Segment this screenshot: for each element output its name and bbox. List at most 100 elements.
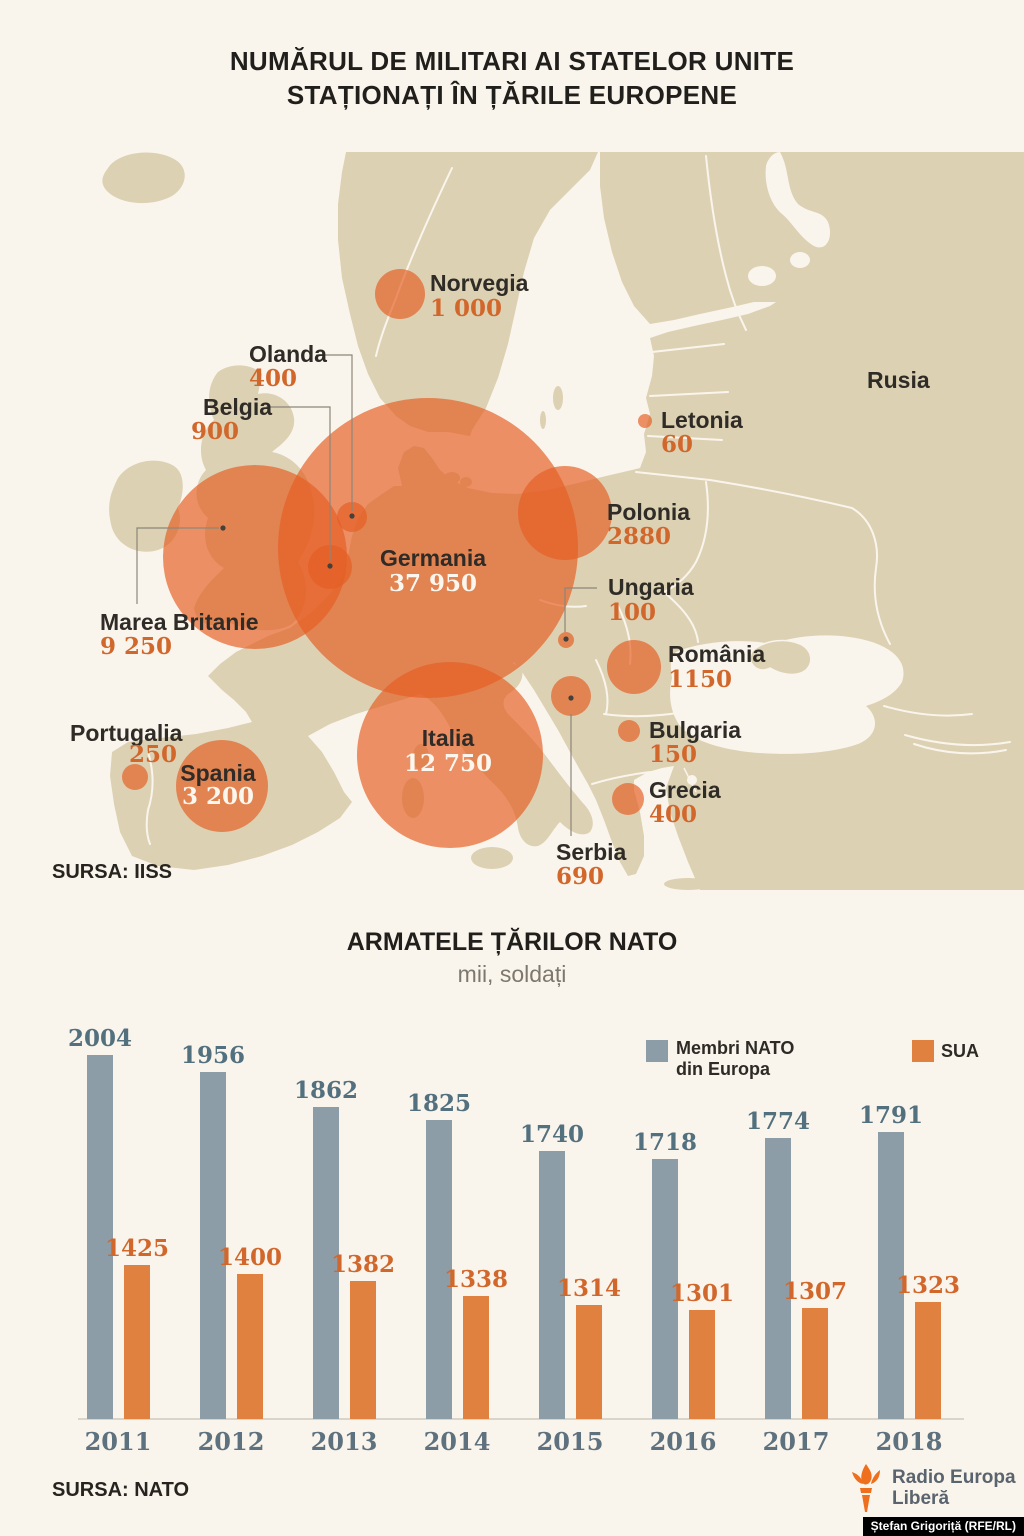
bar-value-Membri NATO din Europa-2014: 1825 [406,1090,471,1117]
year-label-2012: 2012 [197,1427,265,1456]
country-name-Italia: Italia [422,725,475,751]
country-value-Serbia: 690 [556,863,604,890]
bubble-România [607,640,661,694]
bubble-Polonia [518,466,612,560]
bar-value-Membri NATO din Europa-2017: 1774 [745,1108,810,1135]
country-name-România: România [668,641,765,667]
bar-Membri NATO din Europa-2014 [426,1120,452,1419]
leader-dot-Belgia [327,563,333,569]
bar-SUA-2011 [124,1265,150,1419]
chart-source-label: SURSA: NATO [52,1479,190,1501]
bar-value-SUA-2011: 1425 [104,1235,169,1262]
radio-europa-libera-logo: Radio Europa Liberă [846,1462,1016,1514]
bar-SUA-2016 [689,1310,715,1419]
legend-swatch-sua [912,1040,934,1062]
country-value-Germania: 37 950 [389,570,477,597]
year-label-2018: 2018 [875,1427,943,1456]
country-value-Letonia: 60 [661,431,693,458]
bar-value-Membri NATO din Europa-2012: 1956 [180,1042,245,1069]
country-value-Grecia: 400 [649,801,697,828]
year-label-2011: 2011 [84,1427,152,1456]
legend-nato-line2: din Europa [676,1059,770,1079]
country-name-Germania: Germania [380,545,486,571]
bar-value-Membri NATO din Europa-2016: 1718 [632,1129,697,1156]
country-value-Marea Britanie: 9 250 [100,633,172,660]
leader-Belgia [266,406,331,561]
bar-Membri NATO din Europa-2015 [539,1151,565,1419]
bar-value-SUA-2017: 1307 [782,1278,847,1305]
legend-label-sua: SUA [941,1041,980,1061]
bar-Membri NATO din Europa-2016 [652,1159,678,1419]
country-name-Portugalia: Portugalia [70,720,183,746]
bar-value-Membri NATO din Europa-2011: 2004 [67,1025,132,1052]
infographic-title: NUMĂRUL DE MILITARI AI STATELOR UNITE ST… [0,44,1024,112]
legend-nato-line1: Membri NATO [676,1038,795,1058]
legend-swatch-nato [646,1040,668,1062]
bar-value-SUA-2012: 1400 [217,1244,282,1271]
country-value-Ungaria: 100 [608,599,656,626]
country-value-România: 1150 [668,666,732,693]
leader-dot-Serbia [568,695,574,701]
bar-value-Membri NATO din Europa-2018: 1791 [858,1102,923,1129]
bar-value-SUA-2018: 1323 [895,1272,960,1299]
country-name-Norvegia: Norvegia [430,270,529,296]
leader-dot-Olanda [349,513,355,519]
legend-label-nato: Membri NATO din Europa [676,1038,836,1080]
bubble-Grecia [612,783,644,815]
leader-Ungaria [564,587,597,632]
country-value-Bulgaria: 150 [649,741,697,768]
troop-bubbles [122,269,661,848]
logo-line1: Radio Europa [892,1467,1016,1488]
bubble-Germania [278,398,578,698]
bar-value-SUA-2013: 1382 [330,1251,395,1278]
country-value-Norvegia: 1 000 [430,295,502,322]
country-value-Italia: 12 750 [404,750,492,777]
logo-line2: Liberă [892,1488,950,1509]
bar-value-Membri NATO din Europa-2013: 1862 [293,1077,358,1104]
bubble-Letonia [638,414,652,428]
leader-lines [136,354,597,836]
torch-icon [852,1464,880,1512]
bar-SUA-2017 [802,1308,828,1419]
year-label-2015: 2015 [536,1427,604,1456]
bar-SUA-2015 [576,1305,602,1419]
bar-value-SUA-2014: 1338 [443,1266,508,1293]
country-name-Bulgaria: Bulgaria [649,717,741,743]
country-value-Olanda: 400 [249,365,297,392]
country-name-Marea Britanie: Marea Britanie [100,609,259,635]
country-name-Belgia: Belgia [203,394,272,420]
bar-SUA-2018 [915,1302,941,1419]
country-value-Belgia: 900 [191,418,239,445]
leader-Marea Britanie [136,527,219,604]
year-label-2013: 2013 [310,1427,378,1456]
bar-Membri NATO din Europa-2013 [313,1107,339,1419]
bubble-Norvegia [375,269,425,319]
bar-Membri NATO din Europa-2012 [200,1072,226,1419]
chart-baseline [78,1418,964,1420]
country-name-Letonia: Letonia [661,407,743,433]
year-label-2014: 2014 [423,1427,491,1456]
bar-Membri NATO din Europa-2011 [87,1055,113,1419]
country-value-Polonia: 2880 [607,523,671,550]
leader-dot-Marea Britanie [220,525,226,531]
bar-chart-title: ARMATELE ȚĂRILOR NATO [346,928,678,956]
map-annotation-rusia: Rusia [867,367,930,393]
map-source-label: SURSA: IISS [52,861,173,883]
author-credit-badge: Ștefan Grigoriță (RFE/RL) [862,1517,1024,1536]
country-name-Polonia: Polonia [607,499,690,525]
country-name-Spania: Spania [180,760,256,786]
year-label-2016: 2016 [649,1427,717,1456]
country-name-Serbia: Serbia [556,839,627,865]
bar-SUA-2014 [463,1296,489,1419]
bubble-Bulgaria [618,720,640,742]
bar-value-SUA-2016: 1301 [669,1280,734,1307]
country-value-Spania: 3 200 [182,783,254,810]
bubble-Spania [176,740,268,832]
year-label-2017: 2017 [762,1427,830,1456]
leader-dot-Ungaria [563,636,569,642]
country-name-Ungaria: Ungaria [608,574,694,600]
logo-text: Radio Europa Liberă [892,1467,1016,1509]
bar-SUA-2013 [350,1281,376,1419]
